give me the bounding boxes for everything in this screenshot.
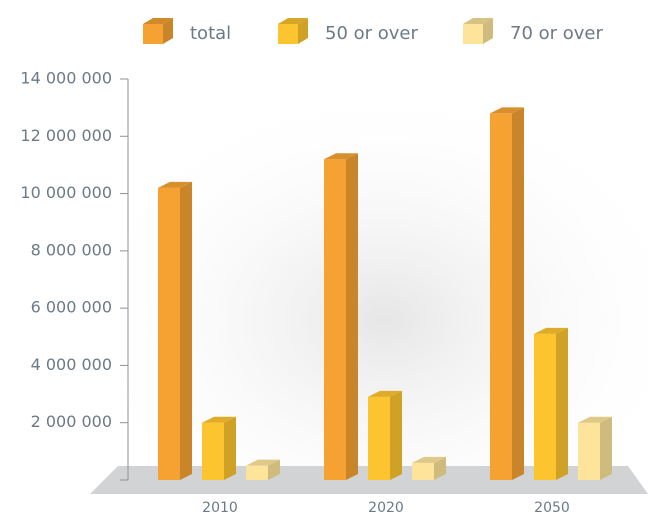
bar-side (434, 456, 446, 480)
bar (534, 333, 556, 480)
bar-side (224, 416, 236, 480)
bar-side (390, 390, 402, 480)
bar (368, 396, 390, 480)
bar-top (368, 390, 402, 397)
y-tick-label: 6 000 000 (31, 298, 112, 317)
y-tick-label: 14 000 000 (20, 69, 112, 88)
legend-icon-side (483, 18, 493, 44)
bar-side (600, 416, 612, 480)
bar-top (412, 456, 446, 463)
legend-label: total (190, 23, 231, 44)
y-tick-label: 12 000 000 (20, 126, 112, 145)
x-tick-label: 2020 (368, 500, 404, 516)
legend-label: 70 or over (510, 23, 604, 44)
bar-top (490, 107, 524, 114)
x-tick-label: 2010 (202, 500, 238, 516)
y-tick-label: 2 000 000 (31, 412, 112, 431)
legend-icon-side (163, 18, 173, 44)
legend-label: 50 or over (325, 23, 419, 44)
bar-top (534, 327, 568, 334)
bar-side (512, 107, 524, 480)
x-tick-label: 2050 (534, 500, 570, 516)
bar (412, 462, 434, 480)
bar (246, 465, 268, 480)
bar-side (346, 153, 358, 480)
bar (324, 159, 346, 480)
bar (202, 422, 224, 480)
bar-top (578, 416, 612, 423)
legend-icon-side (298, 18, 308, 44)
y-tick-label: 4 000 000 (31, 355, 112, 374)
bar-side (268, 459, 280, 480)
bar-top (158, 181, 192, 188)
y-tick-label: 10 000 000 (20, 183, 112, 202)
bar (158, 187, 180, 481)
y-tick-label: 8 000 000 (31, 240, 112, 259)
legend-icon (463, 24, 483, 44)
bar-top (246, 459, 280, 466)
bar (490, 113, 512, 480)
bar-side (180, 181, 192, 481)
bar (578, 422, 600, 480)
bar-top (202, 416, 236, 423)
bar-side (556, 327, 568, 480)
legend-icon (278, 24, 298, 44)
legend-icon (143, 24, 163, 44)
bar-top (324, 153, 358, 160)
